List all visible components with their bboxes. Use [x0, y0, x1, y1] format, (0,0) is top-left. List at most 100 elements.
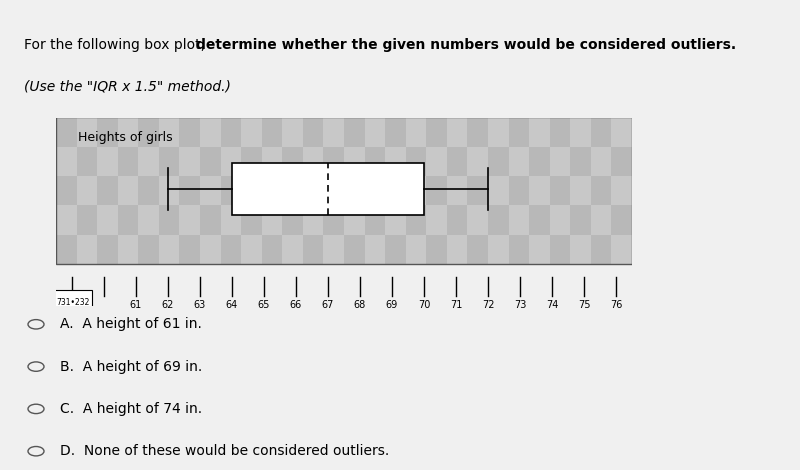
- Bar: [426, 147, 447, 176]
- Bar: [323, 205, 344, 235]
- Text: 75: 75: [578, 300, 590, 310]
- Bar: [591, 147, 611, 176]
- Bar: [179, 118, 200, 147]
- Bar: [488, 118, 509, 147]
- Bar: [509, 176, 529, 205]
- Bar: [262, 176, 282, 205]
- Bar: [385, 118, 406, 147]
- Bar: [221, 235, 241, 264]
- Text: D.  None of these would be considered outliers.: D. None of these would be considered out…: [60, 444, 390, 458]
- Bar: [550, 176, 570, 205]
- Text: For the following box plot,: For the following box plot,: [24, 38, 210, 52]
- Text: B.  A height of 69 in.: B. A height of 69 in.: [60, 360, 202, 374]
- Bar: [97, 176, 118, 205]
- Bar: [56, 147, 77, 176]
- Bar: [282, 235, 303, 264]
- Bar: [282, 176, 303, 205]
- Bar: [159, 235, 179, 264]
- Bar: [509, 118, 529, 147]
- Bar: [323, 147, 344, 176]
- Bar: [77, 147, 97, 176]
- Bar: [385, 147, 406, 176]
- Bar: [323, 118, 344, 147]
- Bar: [447, 235, 467, 264]
- Text: A.  A height of 61 in.: A. A height of 61 in.: [60, 317, 202, 331]
- Bar: [570, 118, 591, 147]
- Bar: [77, 176, 97, 205]
- Bar: [56, 235, 77, 264]
- Bar: [56, 118, 632, 264]
- Text: 73: 73: [514, 300, 526, 310]
- Bar: [570, 205, 591, 235]
- Bar: [529, 147, 550, 176]
- Text: 65: 65: [258, 300, 270, 310]
- Bar: [591, 176, 611, 205]
- Bar: [467, 235, 488, 264]
- Bar: [591, 118, 611, 147]
- Text: 731•232: 731•232: [56, 298, 90, 307]
- Bar: [426, 235, 447, 264]
- Bar: [97, 147, 118, 176]
- Bar: [303, 118, 323, 147]
- Text: 72: 72: [482, 300, 494, 310]
- Bar: [118, 118, 138, 147]
- Bar: [570, 176, 591, 205]
- Bar: [179, 235, 200, 264]
- Bar: [509, 235, 529, 264]
- Text: 64: 64: [226, 300, 238, 310]
- Bar: [262, 118, 282, 147]
- Bar: [262, 235, 282, 264]
- Text: 68: 68: [354, 300, 366, 310]
- Bar: [406, 205, 426, 235]
- Bar: [550, 147, 570, 176]
- Bar: [447, 205, 467, 235]
- Text: 66: 66: [290, 300, 302, 310]
- Bar: [406, 235, 426, 264]
- Bar: [241, 176, 262, 205]
- FancyBboxPatch shape: [54, 290, 91, 321]
- Bar: [221, 205, 241, 235]
- Bar: [138, 147, 159, 176]
- Bar: [159, 176, 179, 205]
- Bar: [241, 235, 262, 264]
- Bar: [591, 235, 611, 264]
- Text: 74: 74: [546, 300, 558, 310]
- Bar: [365, 235, 385, 264]
- Bar: [159, 147, 179, 176]
- Bar: [344, 176, 365, 205]
- Bar: [138, 118, 159, 147]
- Text: 61: 61: [130, 300, 142, 310]
- Bar: [570, 235, 591, 264]
- Bar: [611, 235, 632, 264]
- Bar: [365, 176, 385, 205]
- Bar: [344, 147, 365, 176]
- Bar: [550, 235, 570, 264]
- Bar: [262, 205, 282, 235]
- Bar: [529, 235, 550, 264]
- Bar: [200, 235, 221, 264]
- Text: 63: 63: [194, 300, 206, 310]
- Bar: [262, 147, 282, 176]
- Bar: [550, 118, 570, 147]
- Bar: [344, 235, 365, 264]
- Bar: [509, 205, 529, 235]
- Bar: [179, 147, 200, 176]
- Bar: [467, 176, 488, 205]
- Bar: [200, 147, 221, 176]
- Bar: [611, 205, 632, 235]
- Text: 62: 62: [162, 300, 174, 310]
- Bar: [426, 205, 447, 235]
- Bar: [303, 235, 323, 264]
- Bar: [529, 176, 550, 205]
- Bar: [611, 176, 632, 205]
- Bar: [179, 205, 200, 235]
- Bar: [138, 176, 159, 205]
- Bar: [118, 176, 138, 205]
- Text: 69: 69: [386, 300, 398, 310]
- Bar: [447, 176, 467, 205]
- Bar: [282, 205, 303, 235]
- Bar: [77, 118, 97, 147]
- Text: C.  A height of 74 in.: C. A height of 74 in.: [60, 402, 202, 416]
- Bar: [77, 235, 97, 264]
- Bar: [221, 147, 241, 176]
